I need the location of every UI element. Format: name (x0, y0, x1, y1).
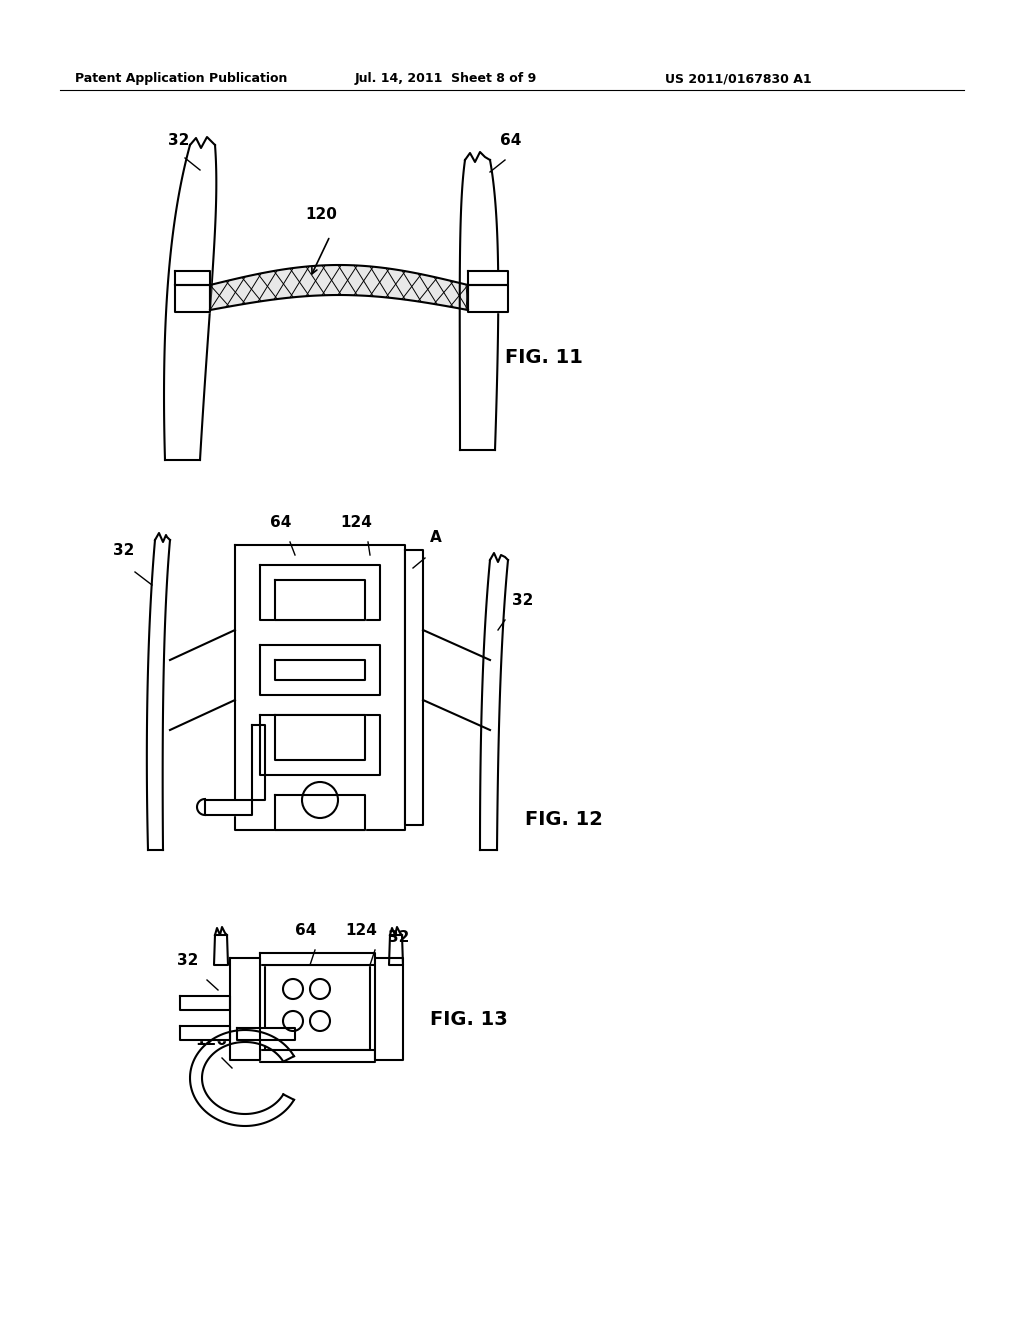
Text: FIG. 11: FIG. 11 (505, 348, 583, 367)
Polygon shape (275, 579, 365, 620)
Polygon shape (180, 997, 230, 1010)
Polygon shape (275, 660, 365, 680)
Polygon shape (275, 715, 365, 760)
Text: 124: 124 (340, 515, 372, 531)
Polygon shape (480, 560, 508, 850)
Polygon shape (260, 715, 380, 775)
Polygon shape (237, 1028, 295, 1040)
Polygon shape (389, 935, 403, 965)
Polygon shape (260, 645, 380, 696)
Text: FIG. 12: FIG. 12 (525, 810, 603, 829)
Polygon shape (265, 965, 370, 1049)
Polygon shape (468, 285, 508, 312)
Polygon shape (406, 550, 423, 825)
Polygon shape (164, 145, 216, 459)
Text: 124: 124 (345, 923, 377, 939)
Text: FIG. 13: FIG. 13 (430, 1010, 508, 1030)
Polygon shape (260, 565, 380, 620)
Text: 126: 126 (195, 1034, 227, 1048)
Polygon shape (146, 540, 170, 850)
Text: Jul. 14, 2011  Sheet 8 of 9: Jul. 14, 2011 Sheet 8 of 9 (355, 73, 538, 84)
Polygon shape (214, 935, 228, 965)
Text: 64: 64 (295, 923, 316, 939)
Polygon shape (260, 953, 375, 965)
Text: 32: 32 (113, 543, 134, 558)
Text: 64: 64 (500, 133, 521, 148)
Polygon shape (234, 545, 406, 830)
Text: 32: 32 (168, 133, 189, 148)
Text: 32: 32 (512, 593, 534, 609)
Polygon shape (180, 1026, 230, 1040)
Text: A: A (430, 531, 441, 545)
Text: US 2011/0167830 A1: US 2011/0167830 A1 (665, 73, 812, 84)
Text: 32: 32 (176, 953, 198, 968)
Text: 120: 120 (305, 207, 337, 222)
Polygon shape (460, 160, 499, 450)
Polygon shape (175, 271, 210, 285)
Polygon shape (175, 285, 210, 312)
Polygon shape (275, 795, 365, 830)
Polygon shape (230, 958, 260, 1060)
Polygon shape (468, 271, 508, 285)
Polygon shape (205, 725, 265, 814)
Polygon shape (375, 958, 403, 1060)
Text: 32: 32 (388, 931, 410, 945)
Text: 64: 64 (270, 515, 292, 531)
Polygon shape (260, 1049, 375, 1063)
Text: Patent Application Publication: Patent Application Publication (75, 73, 288, 84)
